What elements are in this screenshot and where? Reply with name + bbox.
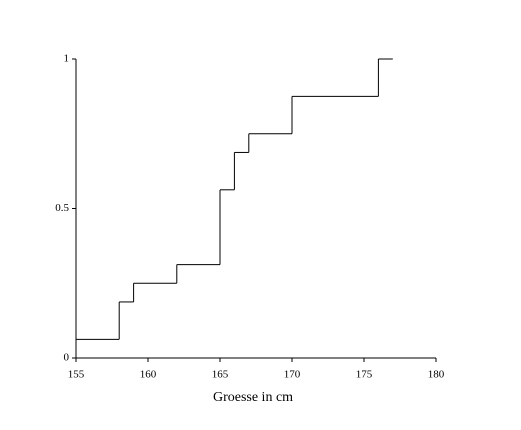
x-axis-label: Groesse in cm xyxy=(213,390,293,405)
y-tick-label: 0.5 xyxy=(55,202,69,214)
x-tick-label: 160 xyxy=(140,369,157,381)
x-tick-label: 155 xyxy=(68,369,85,381)
y-tick-label: 0 xyxy=(64,352,70,364)
x-tick-label: 170 xyxy=(284,369,301,381)
y-tick-label: 1 xyxy=(64,53,70,65)
x-tick-label: 165 xyxy=(212,369,229,381)
x-tick-label: 175 xyxy=(356,369,373,381)
x-tick-label: 180 xyxy=(428,369,445,381)
